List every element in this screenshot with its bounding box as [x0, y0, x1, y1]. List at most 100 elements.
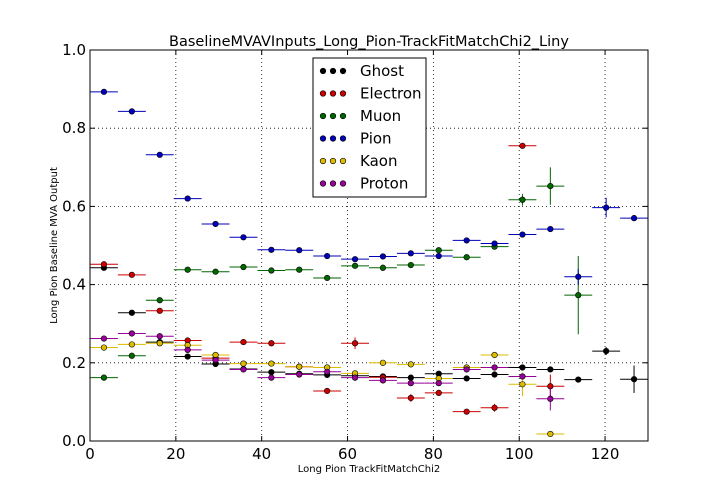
proton-point: [519, 373, 526, 380]
ghost-point: [184, 353, 191, 360]
kaon-point: [547, 430, 554, 438]
pion-point: [547, 225, 554, 233]
kaon-point: [212, 351, 219, 359]
proton-point: [379, 377, 387, 384]
electron-point: [519, 142, 526, 149]
proton-point: [435, 380, 442, 387]
kaon-point: [379, 359, 387, 366]
proton-point: [296, 371, 303, 378]
series-ghost: [90, 264, 648, 393]
ghost-point: [407, 374, 414, 381]
legend-marker-kaon: [319, 157, 327, 165]
pion-point: [435, 252, 442, 260]
x-tick-label: 20: [166, 445, 185, 463]
chart-title: BaselineMVAVInputs_Long_Pion-TrackFitMat…: [169, 34, 569, 50]
legend-label-ghost: Ghost: [360, 62, 404, 80]
y-tick-label: 1.0: [62, 41, 86, 59]
legend-marker-electron: [319, 90, 327, 97]
ghost-point: [268, 369, 275, 376]
y-tick-label: 0.0: [62, 432, 86, 450]
muon-point: [435, 247, 442, 254]
ghost-point: [547, 366, 554, 373]
kaon-point: [240, 360, 247, 367]
electron-point: [240, 338, 247, 346]
proton-point: [407, 380, 414, 387]
legend-box: [312, 57, 427, 198]
legend: Ghost Electron Muon Pion Kaon Proton: [312, 57, 427, 198]
muon-point: [547, 182, 554, 190]
pion-point: [491, 240, 498, 247]
legend-marker-pion: [319, 135, 327, 142]
ghost-point: [491, 371, 498, 378]
y-tick-label: 0.8: [62, 119, 86, 137]
data-layer: [90, 88, 648, 438]
pion-point: [268, 246, 275, 253]
electron-point: [156, 307, 163, 314]
legend-marker-muon: [319, 112, 327, 120]
legend-label-muon: Muon: [360, 107, 401, 125]
electron-point: [128, 271, 135, 278]
grid: [90, 50, 648, 441]
electron-point: [435, 389, 442, 397]
electron-point: [268, 340, 275, 347]
ghost-point: [630, 376, 638, 383]
series-pion: [90, 88, 648, 285]
legend-marker-muon: [339, 112, 347, 120]
electron-point: [324, 387, 331, 395]
electron-point: [407, 394, 414, 402]
kaon-point: [268, 360, 275, 367]
proton-point: [240, 366, 247, 373]
legend-marker-proton: [339, 180, 347, 187]
legend-marker-proton: [329, 180, 337, 187]
legend-marker-muon: [329, 112, 337, 120]
proton-point: [184, 346, 191, 353]
pion-point: [519, 231, 526, 238]
proton-point: [463, 366, 470, 373]
pion-point: [407, 250, 414, 257]
pion-point: [100, 88, 108, 95]
pion-point: [379, 253, 387, 260]
electron-point: [351, 340, 359, 347]
legend-marker-proton: [319, 180, 327, 187]
pion-point: [240, 234, 247, 241]
pion-point: [156, 151, 163, 158]
legend-marker-ghost: [339, 67, 347, 75]
y-axis-label: Long Pion Baseline MVA Output: [49, 167, 60, 324]
muon-point: [100, 374, 108, 381]
proton-point: [324, 368, 331, 375]
kaon-point: [128, 341, 135, 348]
pion-point: [630, 215, 638, 222]
x-tick-label: 120: [591, 445, 620, 463]
legend-marker-pion: [339, 135, 347, 142]
kaon-point: [296, 363, 303, 370]
muon-point: [296, 266, 303, 273]
kaon-point: [156, 340, 163, 347]
pion-point: [324, 252, 331, 260]
muon-point: [407, 261, 414, 269]
legend-marker-ghost: [329, 67, 337, 75]
y-tick-label: 0.6: [62, 197, 86, 215]
muon-point: [324, 274, 331, 282]
x-tick-label: 100: [505, 445, 534, 463]
muon-point: [463, 254, 470, 261]
pion-point: [351, 256, 359, 263]
legend-label-proton: Proton: [360, 175, 408, 193]
ghost-point: [519, 364, 526, 371]
ghost-point: [463, 375, 470, 382]
legend-label-kaon: Kaon: [360, 152, 397, 170]
series-proton: [90, 330, 565, 411]
legend-marker-pion: [329, 135, 337, 142]
x-tick-label: 0: [85, 445, 95, 463]
pion-point: [212, 220, 219, 228]
proton-point: [491, 364, 498, 371]
x-tick-label: 80: [424, 445, 443, 463]
x-tick-label: 40: [252, 445, 271, 463]
kaon-point: [491, 351, 498, 359]
pion-point: [603, 204, 610, 211]
proton-point: [351, 374, 359, 381]
muon-point: [128, 352, 135, 359]
legend-marker-kaon: [339, 157, 347, 165]
proton-point: [100, 335, 108, 342]
pion-point: [575, 273, 582, 280]
